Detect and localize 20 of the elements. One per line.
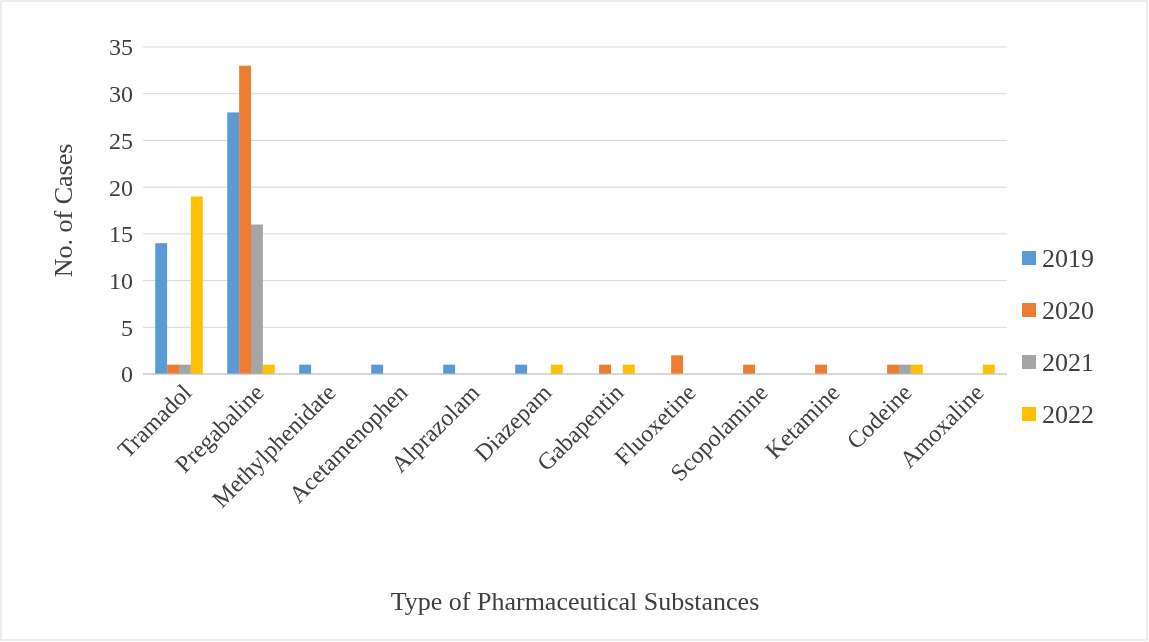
y-tick-label: 0 [121, 361, 133, 388]
bar [190, 196, 203, 374]
bar [227, 112, 240, 374]
y-tick-label: 15 [109, 221, 133, 248]
legend-label: 2019 [1042, 244, 1094, 274]
legend-label: 2021 [1042, 348, 1094, 378]
legend-label: 2020 [1042, 296, 1094, 326]
y-tick-label: 30 [109, 81, 133, 108]
y-tick-label: 35 [109, 34, 133, 61]
legend-label: 2022 [1042, 400, 1094, 430]
bar [671, 355, 683, 374]
y-tick-label: 10 [109, 267, 133, 294]
y-tick-label: 20 [109, 174, 133, 201]
y-tick-label: 5 [121, 314, 133, 341]
bar [155, 243, 168, 374]
y-tick-label: 25 [109, 127, 133, 154]
y-axis-title: No. of Cases [49, 143, 78, 278]
bar [239, 65, 251, 374]
bar [251, 224, 263, 374]
x-axis-title: Type of Pharmaceutical Substances [390, 587, 760, 616]
